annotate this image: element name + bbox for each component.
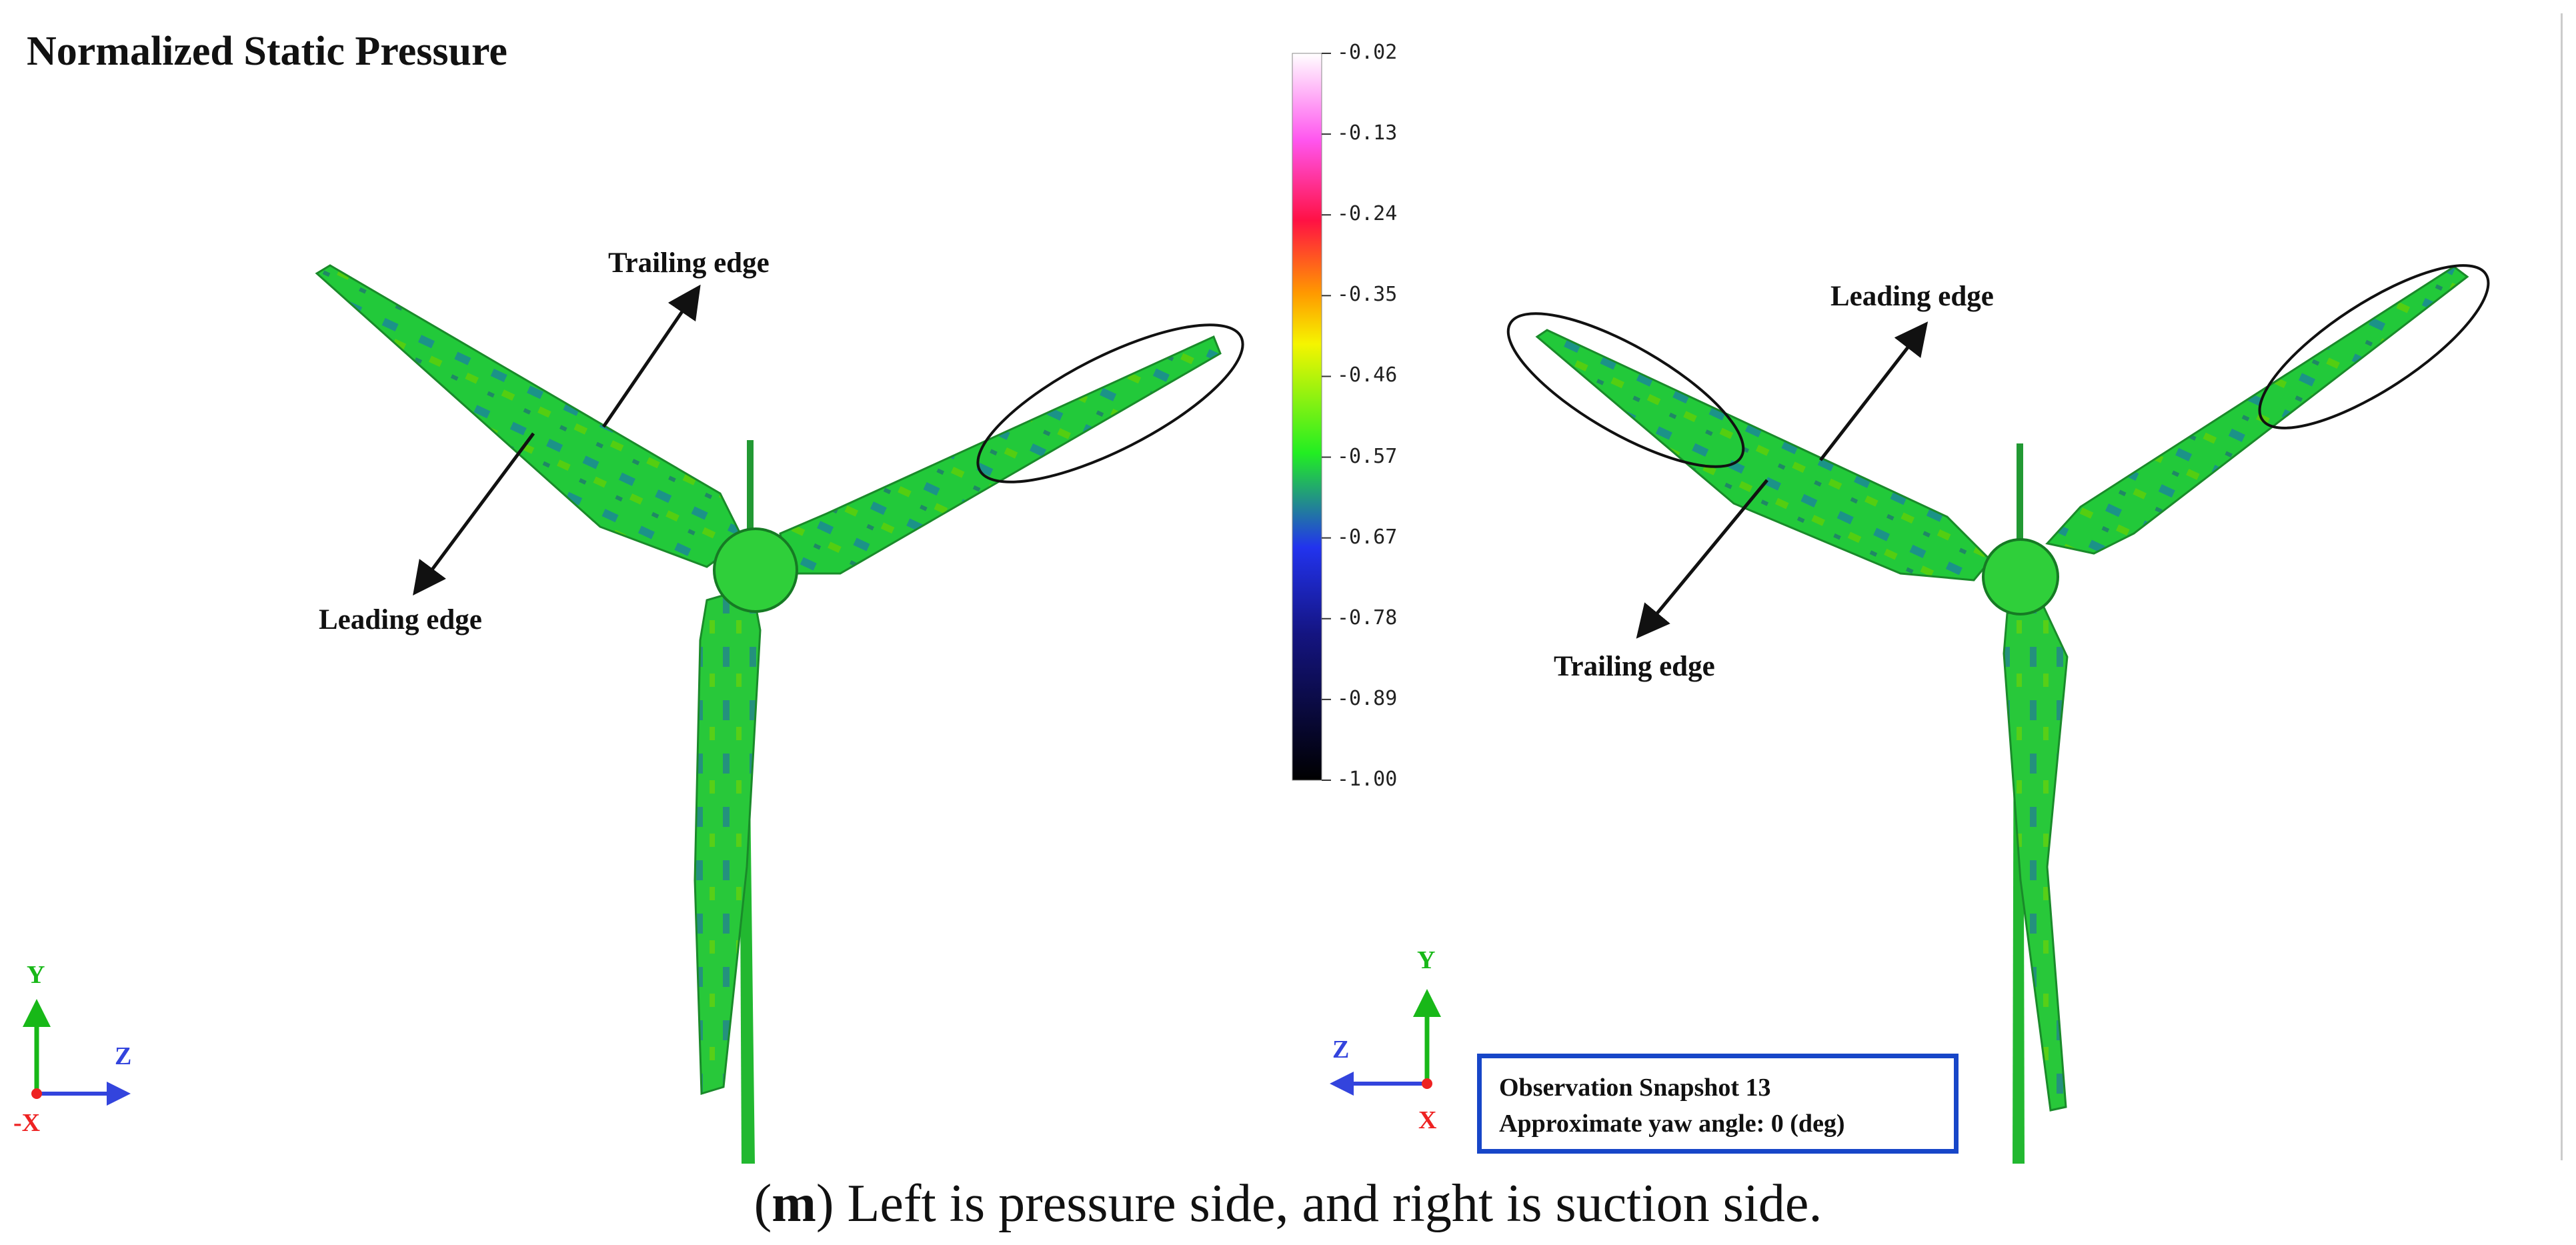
caption-open-paren: ( bbox=[754, 1174, 772, 1233]
colorbar-tick-label: -0.13 bbox=[1337, 121, 1398, 145]
caption-text: ) Left is pressure side, and right is su… bbox=[816, 1174, 1822, 1233]
colorbar-tick-label: -0.46 bbox=[1337, 363, 1398, 387]
colorbar-tick-label: -0.57 bbox=[1337, 444, 1398, 468]
figure-title: Normalized Static Pressure bbox=[27, 29, 507, 74]
snapshot-yaw-angle: Approximate yaw angle: 0 (deg) bbox=[1499, 1110, 1845, 1138]
right-turbine bbox=[1506, 264, 2490, 1164]
right-right-blade-ellipse bbox=[2258, 264, 2490, 429]
right-leading-edge-label: Leading edge bbox=[1830, 281, 1994, 312]
left-trailing-arrow bbox=[601, 284, 701, 428]
right-axis-x-label: X bbox=[1418, 1106, 1437, 1134]
right-mast bbox=[2017, 443, 2023, 563]
caption-letter: m bbox=[772, 1174, 816, 1233]
right-trailing-edge-label: Trailing edge bbox=[1554, 651, 1715, 682]
right-axis-z-label: Z bbox=[1332, 1036, 1350, 1064]
left-leading-edge-label: Leading edge bbox=[319, 604, 482, 636]
left-hub bbox=[713, 527, 798, 613]
right-blade-left bbox=[1535, 329, 1993, 581]
left-turbine bbox=[315, 264, 1244, 1164]
snapshot-title: Observation Snapshot 13 bbox=[1499, 1074, 1771, 1102]
left-blade-right bbox=[779, 335, 1222, 575]
right-trailing-arrow bbox=[1636, 479, 1768, 639]
colorbar-tick-label: -0.24 bbox=[1337, 202, 1398, 226]
left-trailing-edge-label: Trailing edge bbox=[608, 247, 770, 279]
left-blade-upper-left bbox=[315, 264, 745, 568]
left-axis-y-label: Y bbox=[27, 961, 45, 989]
right-axis-y-label: Y bbox=[1417, 946, 1436, 974]
right-border-line bbox=[2561, 13, 2563, 1160]
colorbar-gradient bbox=[1292, 53, 1322, 781]
left-axes-triad bbox=[23, 999, 131, 1106]
colorbar-ticks bbox=[1322, 53, 1331, 781]
right-leading-arrow bbox=[1819, 321, 1928, 461]
colorbar-tick-label: -0.67 bbox=[1337, 525, 1398, 549]
colorbar-tick-label: -0.78 bbox=[1337, 605, 1398, 630]
figure-caption: (m) Left is pressure side, and right is … bbox=[0, 1174, 2576, 1234]
snapshot-info-box: Observation Snapshot 13 Approximate yaw … bbox=[1477, 1054, 1959, 1154]
colorbar-tick-label: -0.89 bbox=[1337, 686, 1398, 710]
left-axis-z-label: Z bbox=[115, 1042, 132, 1070]
right-hub bbox=[1982, 538, 2059, 615]
left-blade-tip-ellipse bbox=[976, 323, 1244, 483]
left-mast bbox=[747, 440, 754, 567]
colorbar-tick-label: -1.00 bbox=[1337, 768, 1398, 791]
right-blade-right bbox=[2045, 265, 2469, 555]
colorbar-tick-label: -0.35 bbox=[1337, 283, 1398, 307]
colorbar-tick-label: -0.02 bbox=[1337, 41, 1398, 64]
left-leading-arrow bbox=[413, 432, 535, 596]
right-left-blade-ellipse bbox=[1506, 312, 1745, 468]
right-tower-blade bbox=[2003, 599, 2069, 1112]
left-axis-x-label: -X bbox=[13, 1109, 41, 1137]
right-axes-triad bbox=[1330, 989, 1441, 1096]
